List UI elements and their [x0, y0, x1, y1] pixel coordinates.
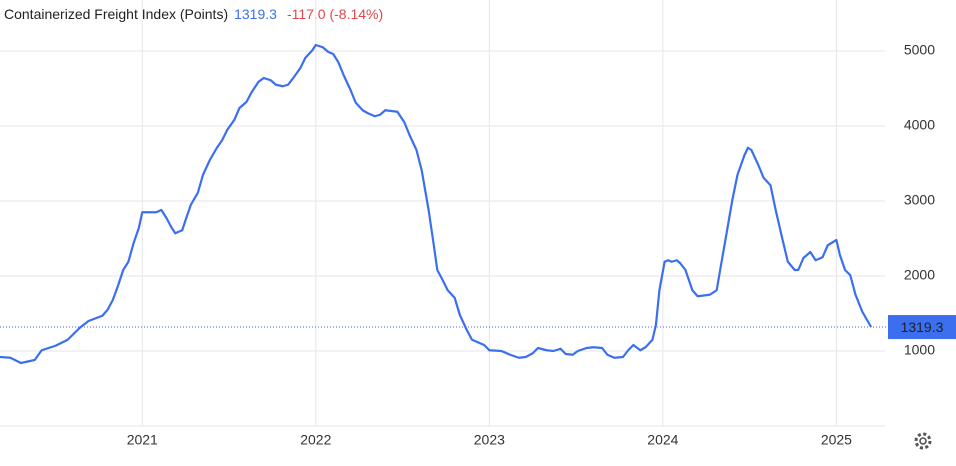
- y-tick-label: 1000: [904, 342, 935, 358]
- last-value-label: 1319.3: [901, 319, 944, 335]
- x-tick-label: 2025: [821, 432, 852, 448]
- x-tick-label: 2021: [127, 432, 158, 448]
- x-tick-label: 2024: [647, 432, 678, 448]
- last-value-tag: [888, 315, 956, 340]
- gear-hub: [919, 437, 927, 445]
- y-tick-label: 4000: [904, 117, 935, 133]
- y-tick-label: 5000: [904, 42, 935, 58]
- last-value: 1319.3: [234, 6, 277, 22]
- x-tick-label: 2022: [300, 432, 331, 448]
- chart-header: Containerized Freight Index (Points) 1319…: [4, 6, 383, 22]
- settings-icon[interactable]: [914, 432, 932, 450]
- y-tick-label: 3000: [904, 192, 935, 208]
- change: -117.0 (-8.14%): [287, 6, 383, 22]
- series-line: [0, 43, 873, 365]
- x-tick-label: 2023: [474, 432, 505, 448]
- y-tick-label: 2000: [904, 267, 935, 283]
- gear-teeth: [914, 432, 932, 450]
- chart-title: Containerized Freight Index (Points): [4, 6, 228, 22]
- grid: [0, 0, 885, 426]
